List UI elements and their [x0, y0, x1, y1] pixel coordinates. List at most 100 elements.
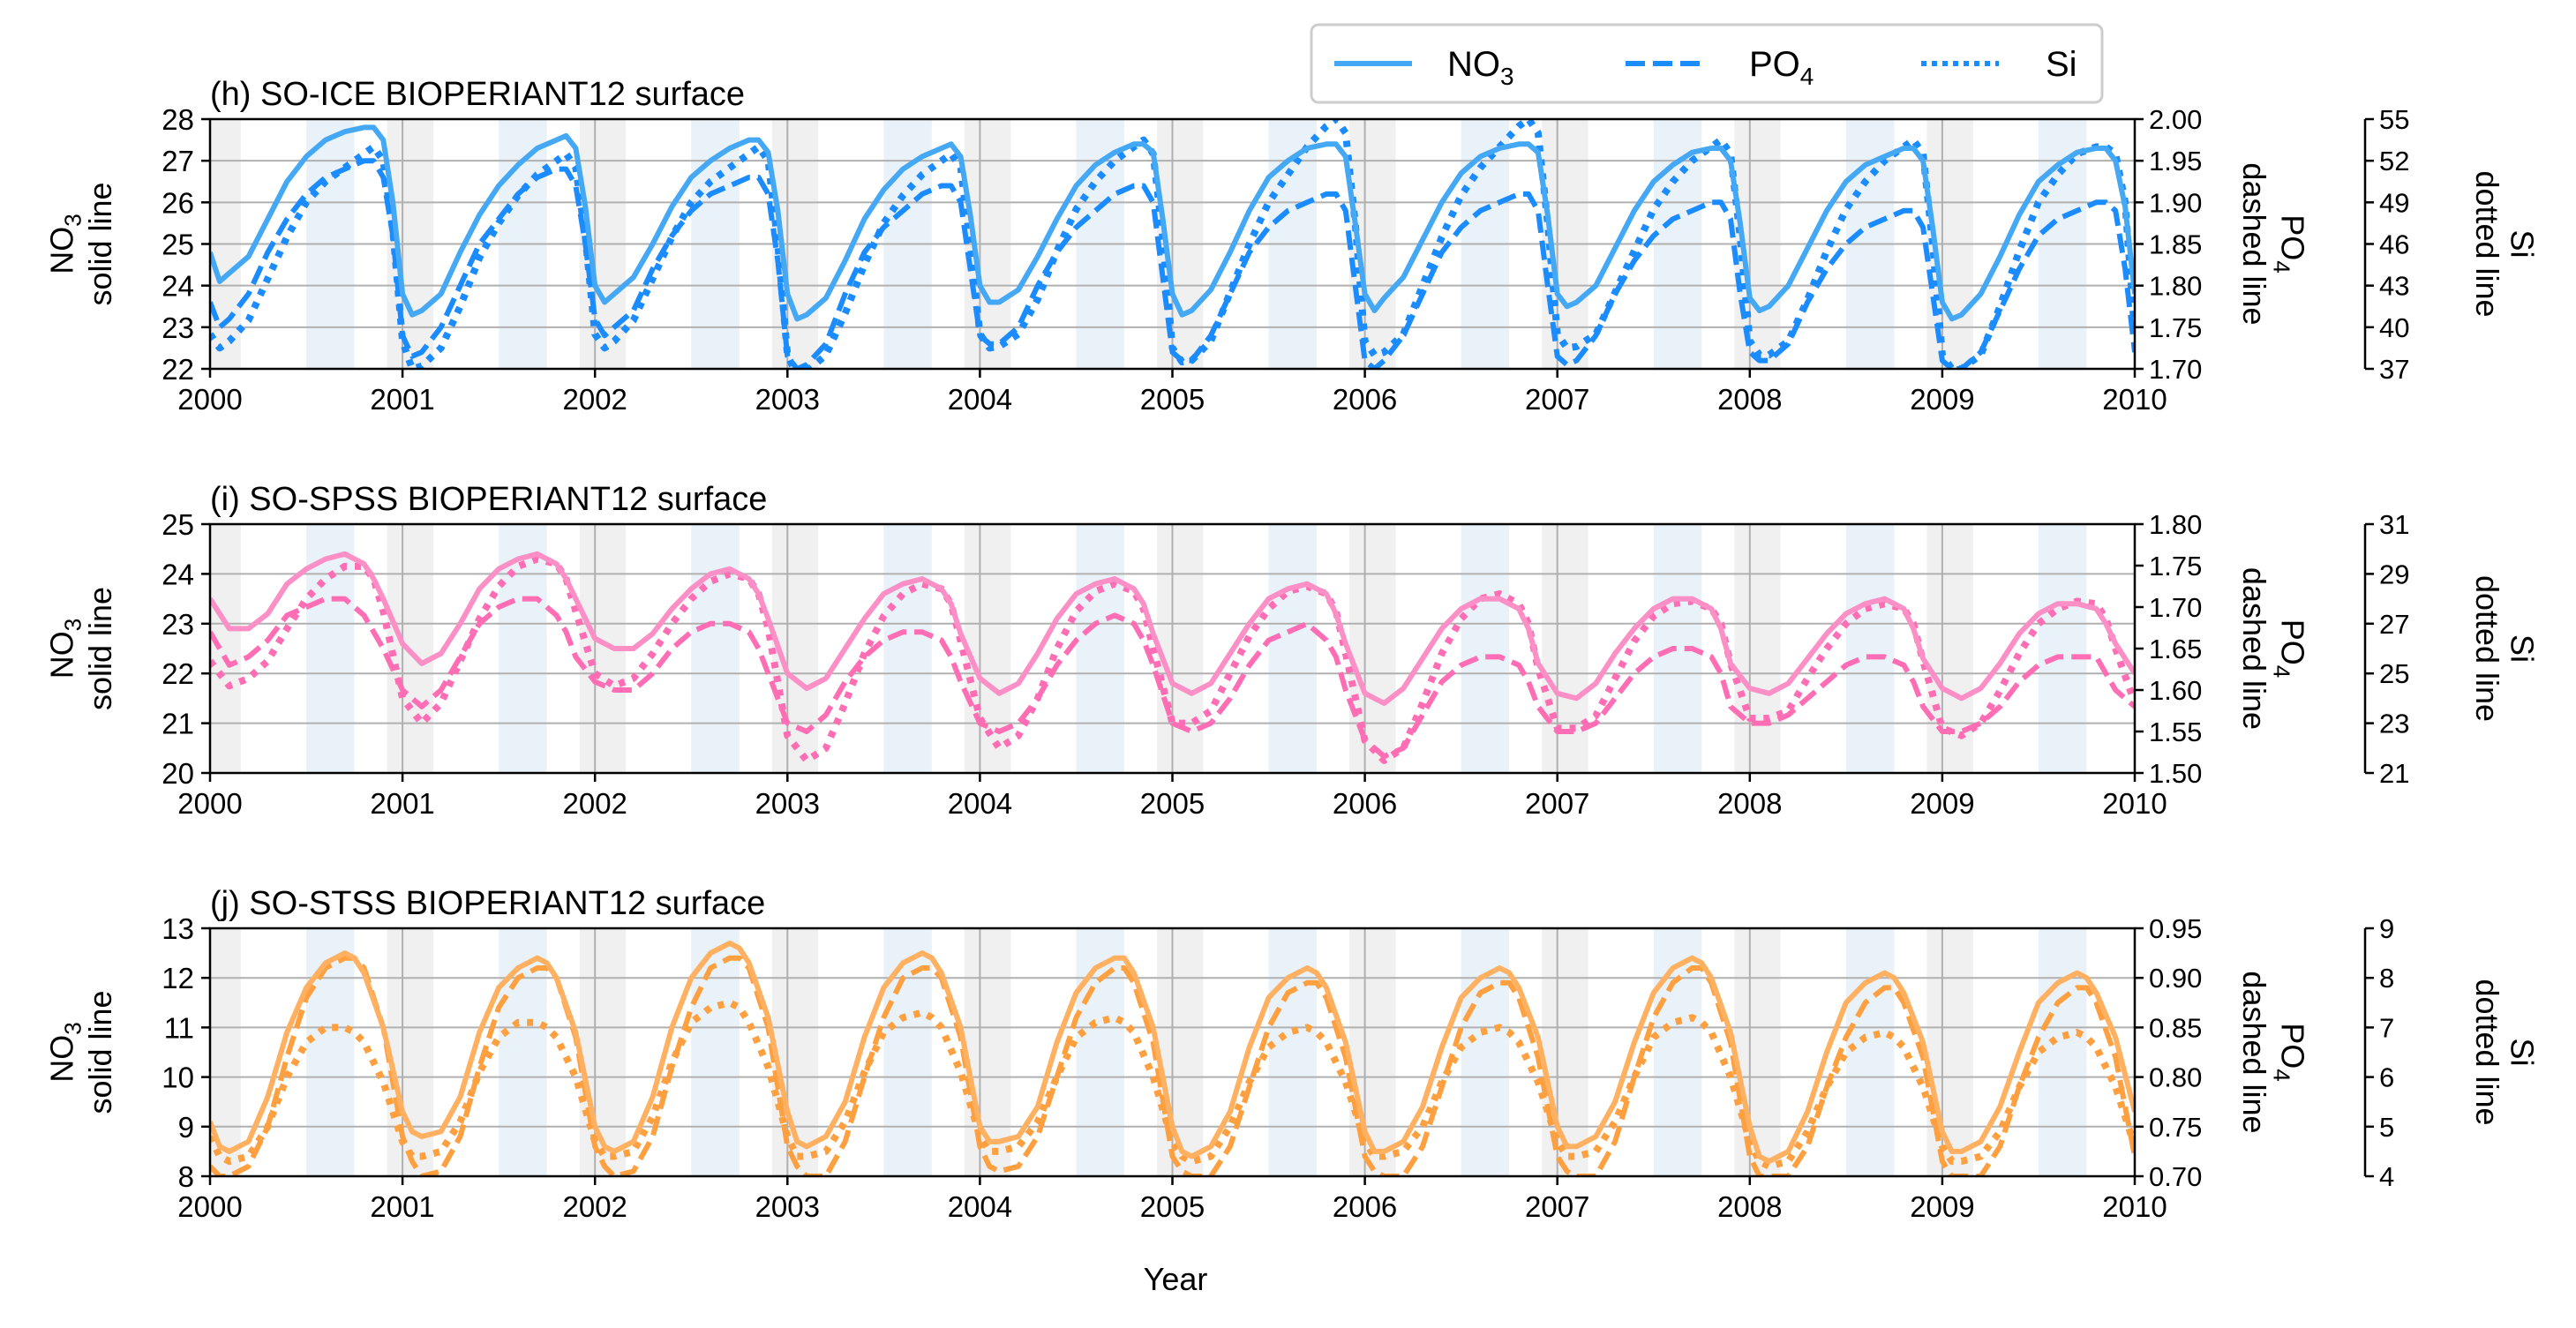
winter-shade: [1926, 524, 1973, 773]
y-tick-label-no3: 23: [161, 311, 194, 344]
summer-shade: [1268, 928, 1318, 1176]
y-tick-label-si: 55: [2379, 104, 2409, 135]
y-tick-label-no3: 24: [161, 558, 194, 590]
y-tick-label-si: 8: [2379, 963, 2394, 994]
winter-shade: [387, 928, 433, 1176]
summer-shade: [1845, 928, 1895, 1176]
summer-shade: [1076, 928, 1124, 1176]
legend: NO3 PO4 Si: [1310, 23, 2104, 104]
x-tick-label: 2003: [755, 383, 820, 416]
x-tick-label: 2000: [177, 787, 242, 820]
summer-shade: [1268, 524, 1318, 773]
y-tick-label-no3: 28: [161, 103, 194, 136]
y-label-si: Sidotted line: [2469, 979, 2541, 1125]
x-tick-label: 2010: [2102, 383, 2167, 416]
legend-label-si: Si: [2046, 45, 2077, 84]
y-tick-label-po4: 1.65: [2149, 634, 2202, 664]
y-tick-label-si: 21: [2379, 758, 2409, 789]
x-tick-label: 2003: [755, 1190, 820, 1223]
x-tick-label: 2008: [1717, 787, 1782, 820]
panel-i: (i) SO-SPSS BIOPERIANT12 surface 2000 2001…: [44, 481, 2541, 820]
y-tick-label-no3: 12: [161, 962, 194, 994]
y-tick-label-no3: 21: [161, 708, 194, 740]
y-tick-label-si: 40: [2379, 312, 2409, 343]
x-tick-label: 2009: [1910, 383, 1974, 416]
y-label-no3: NO3solid line: [44, 587, 118, 710]
y-tick-label-si: 23: [2379, 709, 2409, 739]
y-tick-label-po4: 1.70: [2149, 354, 2202, 385]
series-line-po4: [210, 955, 2135, 1176]
winter-shade: [1349, 928, 1396, 1176]
x-tick-label: 2009: [1910, 787, 1974, 820]
y-tick-label-no3: 23: [161, 608, 194, 641]
y-tick-label-po4: 0.95: [2149, 913, 2202, 944]
y-tick-label-si: 46: [2379, 229, 2409, 260]
x-tick-label: 2010: [2102, 787, 2167, 820]
y-tick-label-no3: 27: [161, 145, 194, 177]
x-tick-label: 2002: [562, 383, 627, 416]
y-tick-label-po4: 1.75: [2149, 312, 2202, 343]
winter-shade: [210, 524, 241, 773]
y-label-si: Sidotted line: [2469, 170, 2541, 317]
x-tick-label: 2009: [1910, 1190, 1974, 1223]
x-tick-label: 2008: [1717, 383, 1782, 416]
y-tick-label-si: 49: [2379, 187, 2409, 218]
y-tick-label-po4: 2.00: [2149, 104, 2202, 135]
summer-shade: [883, 524, 932, 773]
x-tick-label: 2001: [370, 787, 434, 820]
panel-title: (h) SO-ICE BIOPERIANT12 surface: [210, 76, 745, 113]
summer-shade: [691, 524, 740, 773]
y-tick-label-no3: 8: [178, 1160, 194, 1193]
y-tick-label-no3: 20: [161, 757, 194, 790]
x-axis-label: Year: [1144, 1261, 1208, 1297]
series-line-po4: [210, 596, 2135, 760]
x-tick-label: 2004: [948, 383, 1012, 416]
y-tick-label-po4: 0.80: [2149, 1062, 2202, 1093]
legend-label-po4: PO4: [1749, 45, 1814, 90]
x-tick-label: 2000: [177, 1190, 242, 1223]
x-tick-label: 2005: [1140, 787, 1205, 820]
y-label-po4: PO4dashed line: [2236, 971, 2310, 1133]
y-tick-label-si: 31: [2379, 509, 2409, 540]
x-tick-label: 2010: [2102, 1190, 2167, 1223]
y-tick-label-no3: 22: [161, 657, 194, 690]
x-tick-label: 2001: [370, 383, 434, 416]
x-tick-label: 2007: [1525, 787, 1589, 820]
y-tick-label-si: 29: [2379, 559, 2409, 589]
y-tick-label-po4: 1.90: [2149, 187, 2202, 218]
y-tick-label-no3: 13: [161, 912, 194, 945]
x-tick-label: 2001: [370, 1190, 434, 1223]
y-tick-label-si: 4: [2379, 1161, 2394, 1192]
winter-shade: [579, 928, 627, 1176]
x-tick-label: 2006: [1333, 1190, 1397, 1223]
y-label-po4: PO4dashed line: [2236, 567, 2310, 730]
x-tick-label: 2005: [1140, 1190, 1205, 1223]
y-tick-label-po4: 1.80: [2149, 271, 2202, 302]
x-tick-label: 2006: [1333, 787, 1397, 820]
x-tick-label: 2005: [1140, 383, 1205, 416]
y-tick-label-no3: 11: [164, 1011, 194, 1044]
y-tick-label-no3: 22: [161, 353, 194, 386]
summer-shade: [1461, 928, 1510, 1176]
y-tick-label-po4: 1.75: [2149, 551, 2202, 581]
x-tick-label: 2007: [1525, 383, 1589, 416]
y-label-no3: NO3solid line: [44, 182, 118, 305]
summer-shade: [306, 524, 355, 773]
summer-shade: [306, 928, 355, 1176]
y-tick-label-po4: 0.85: [2149, 1012, 2202, 1043]
y-tick-label-po4: 1.70: [2149, 592, 2202, 623]
y-tick-label-no3: 9: [178, 1111, 194, 1144]
winter-shade: [1157, 928, 1204, 1176]
y-tick-label-no3: 10: [161, 1062, 194, 1094]
series-line-si: [210, 555, 2135, 764]
series-line-no3: [210, 940, 2135, 1165]
y-tick-label-po4: 1.50: [2149, 758, 2202, 789]
y-tick-label-si: 7: [2379, 1012, 2394, 1043]
winter-shade: [1157, 524, 1204, 773]
panel-title: (j) SO-STSS BIOPERIANT12 surface: [210, 885, 765, 922]
y-tick-label-si: 52: [2379, 146, 2409, 176]
y-tick-label-po4: 1.95: [2149, 146, 2202, 176]
y-label-po4: PO4dashed line: [2236, 162, 2310, 325]
y-label-si: Sidotted line: [2469, 575, 2541, 722]
